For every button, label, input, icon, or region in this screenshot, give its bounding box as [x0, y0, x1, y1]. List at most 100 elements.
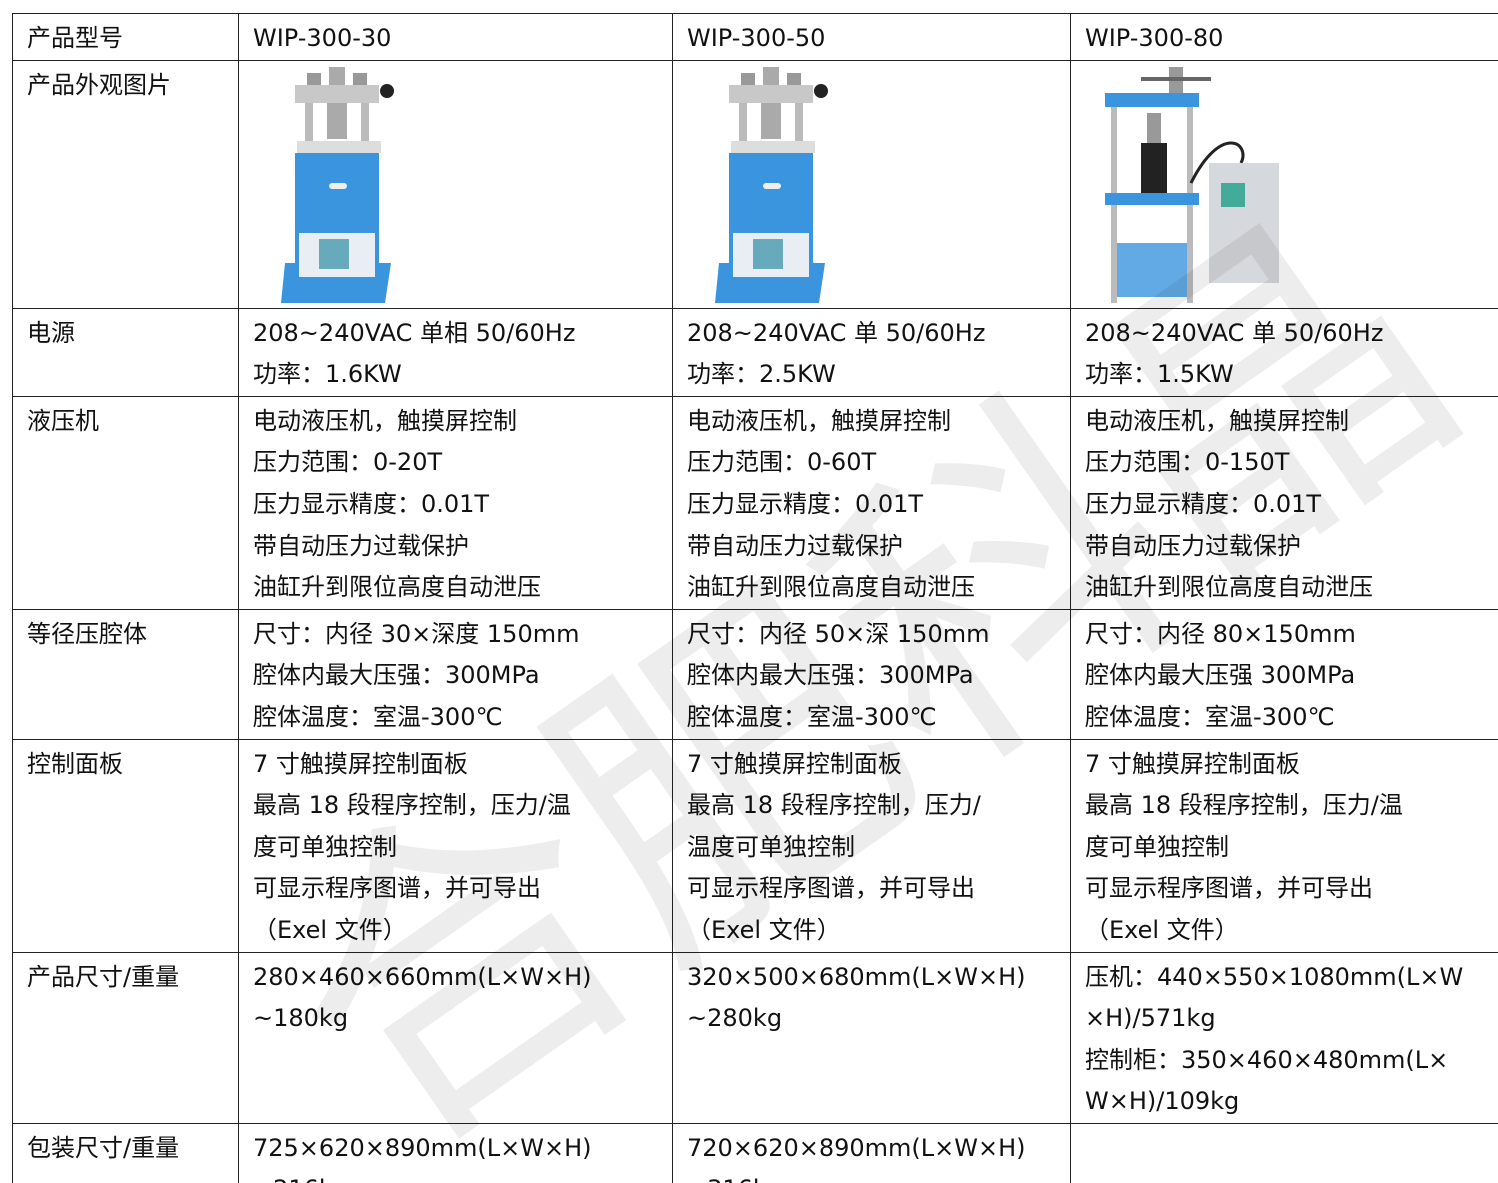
cell-line: 可显示程序图谱，并可导出: [687, 874, 975, 903]
cell-line: 压力范围：0-150T: [1085, 448, 1290, 477]
cell-line: 油缸升到限位高度自动泄压: [253, 573, 541, 602]
cell: 7 寸触摸屏控制面板最高 18 段程序控制，压力/温度可单独控制可显示程序图谱，…: [1070, 738, 1498, 953]
row-header: 等径压腔体: [12, 608, 239, 740]
cell-line: 电动液压机，触摸屏控制: [687, 406, 951, 435]
cell-line: 带自动压力过载保护: [1085, 531, 1301, 560]
product-image: [1105, 66, 1279, 303]
cell-line: 油缸升到限位高度自动泄压: [1085, 573, 1373, 602]
row-header: 包装尺寸/重量: [12, 1122, 239, 1183]
cell-line: ~180kg: [253, 1004, 349, 1033]
cell: 压机：440×550×1080mm(L×W ×H)/571kg 控制柜：350×46…: [1070, 951, 1498, 1124]
cell-line: W×H)/109kg: [1085, 1087, 1240, 1116]
cell-line: 腔体温度：室温-300℃: [253, 702, 503, 731]
cell: WIP-300-80: [1070, 13, 1498, 61]
cell: 尺寸：内径 50×深 150mm 腔体内最大压强：300MPa 腔体温度：室温-30…: [672, 608, 1071, 740]
cell-line: 腔体温度：室温-300℃: [1085, 702, 1335, 731]
cell-line: （Exel 文件）: [253, 915, 407, 944]
cell-line: 腔体内最大压强：300MPa: [687, 661, 974, 690]
cell-line: WIP-300-80: [1085, 24, 1224, 52]
cell: 320×500×680mm(L×W×H) ~280kg: [672, 951, 1071, 1124]
row-header: 产品尺寸/重量: [12, 951, 239, 1124]
cell-line: 208~240VAC 单 50/60Hz: [1085, 318, 1384, 347]
cell-line: ~280kg: [687, 1004, 783, 1033]
cell-line: 208~240VAC 单相 50/60Hz: [253, 318, 576, 347]
row-header: 产品型号: [12, 13, 239, 61]
cell-line: 7 寸触摸屏控制面板: [687, 749, 902, 778]
product-image: [281, 66, 394, 303]
row-header: 产品外观图片: [12, 59, 239, 309]
cell-line: 压力显示精度：0.01T: [1085, 489, 1322, 518]
cell-line: 腔体温度：室温-300℃: [687, 702, 937, 731]
cell-line: 280×460×660mm(L×W×H): [253, 962, 592, 991]
table-row: 产品外观图片: [12, 59, 1498, 309]
cell-line: ~216kg: [253, 1169, 658, 1183]
cell-line: WIP-300-50: [687, 24, 826, 52]
cell-line: 720×620×890mm(L×W×H): [687, 1133, 1026, 1162]
spec-table: 产品型号 WIP-300-30 WIP-300-50 WIP-300-80 产品外观图片…: [12, 13, 1498, 1183]
cell: [238, 59, 673, 309]
cell-line: 尺寸：内径 80×150mm: [1085, 619, 1356, 648]
cell-line: 7 寸触摸屏控制面板: [1085, 749, 1300, 778]
cell: 725×620×890mm(L×W×H) ~216kg: [238, 1122, 673, 1183]
cell-line: 腔体内最大压强：300MPa: [253, 661, 540, 690]
cell-line: 压力显示精度：0.01T: [253, 489, 490, 518]
cell-line: ~316kg: [687, 1169, 1056, 1183]
cell-line: 带自动压力过载保护: [253, 531, 469, 560]
table-row: 产品型号 WIP-300-30 WIP-300-50 WIP-300-80: [12, 13, 1498, 61]
cell: 720×620×890mm(L×W×H) ~316kg: [672, 1122, 1071, 1183]
table-row: 包装尺寸/重量 725×620×890mm(L×W×H) ~216kg 720×620…: [12, 1122, 1498, 1183]
cell: 208~240VAC 单相 50/60Hz 功率：1.6KW: [238, 307, 673, 397]
cell-line: WIP-300-30: [253, 24, 392, 52]
cell: 208~240VAC 单 50/60Hz 功率：2.5KW: [672, 307, 1071, 397]
cell-line: 可显示程序图谱，并可导出: [253, 874, 541, 903]
cell-line: 尺寸：内径 30×深度 150mm: [253, 619, 580, 648]
cell: 280×460×660mm(L×W×H) ~180kg: [238, 951, 673, 1124]
cell-line: 功率：2.5KW: [687, 360, 836, 389]
cell-line: 可显示程序图谱，并可导出: [1085, 874, 1373, 903]
cell-line: 最高 18 段程序控制，压力/: [687, 791, 981, 820]
cell-line: 控制柜：350×460×480mm(L×: [1085, 1045, 1449, 1074]
cell: 尺寸：内径 80×150mm 腔体内最大压强 300MPa 腔体温度：室温-300℃: [1070, 608, 1498, 740]
cell: 7 寸触摸屏控制面板最高 18 段程序控制，压力/温度可单独控制可显示程序图谱，…: [238, 738, 673, 953]
product-image: [715, 66, 828, 303]
table-row: 等径压腔体 尺寸：内径 30×深度 150mm 腔体内最大压强：300MPa 腔体温度…: [12, 608, 1498, 740]
cell-line: （Exel 文件）: [687, 915, 841, 944]
table-row: 液压机 电动液压机，触摸屏控制 压力范围：0-20T 压力显示精度：0.01T 带自动压…: [12, 395, 1498, 610]
cell-line: 7 寸触摸屏控制面板: [253, 749, 468, 778]
cell: 电动液压机，触摸屏控制 压力范围：0-60T 压力显示精度：0.01T 带自动压力过载…: [672, 395, 1071, 610]
cell-line: 208~240VAC 单 50/60Hz: [687, 318, 986, 347]
cell-line: 功率：1.5KW: [1085, 360, 1234, 389]
cell-line: 压机：440×550×1080mm(L×W: [1085, 962, 1464, 991]
cell-line: 电动液压机，触摸屏控制: [1085, 406, 1349, 435]
cell-line: 度可单独控制: [253, 832, 397, 861]
cell: 208~240VAC 单 50/60Hz 功率：1.5KW: [1070, 307, 1498, 397]
cell-line: （Exel 文件）: [1085, 915, 1239, 944]
cell: [1070, 1122, 1498, 1183]
cell-line: 压力范围：0-20T: [253, 448, 443, 477]
row-header: 电源: [12, 307, 239, 397]
cell-line: 腔体内最大压强 300MPa: [1085, 661, 1356, 690]
cell-line: ×H)/571kg: [1085, 1004, 1216, 1033]
cell-line: 压力范围：0-60T: [687, 448, 877, 477]
cell: 尺寸：内径 30×深度 150mm 腔体内最大压强：300MPa 腔体温度：室温-3…: [238, 608, 673, 740]
table-row: 控制面板 7 寸触摸屏控制面板 最高 18 段程序控制，压力/温 度可单独控制 可显示程…: [12, 738, 1498, 953]
cell: [1070, 59, 1498, 309]
cell-line: 油缸升到限位高度自动泄压: [687, 573, 975, 602]
cell-line: 电动液压机，触摸屏控制: [253, 406, 517, 435]
row-header: 控制面板: [12, 738, 239, 953]
cell-line: 725×620×890mm(L×W×H): [253, 1133, 592, 1162]
cell-line: 最高 18 段程序控制，压力/温: [253, 791, 571, 820]
cell-line: 功率：1.6KW: [253, 360, 402, 389]
cell: 7 寸触摸屏控制面板最高 18 段程序控制，压力/温度可单独控制可显示程序图谱，…: [672, 738, 1071, 953]
table-row: 产品尺寸/重量 280×460×660mm(L×W×H) ~180kg 320×500…: [12, 951, 1498, 1124]
cell: 电动液压机，触摸屏控制 压力范围：0-150T 压力显示精度：0.01T 带自动压力过…: [1070, 395, 1498, 610]
cell-line: 最高 18 段程序控制，压力/温: [1085, 791, 1403, 820]
cell-line: 尺寸：内径 50×深 150mm: [687, 619, 990, 648]
cell: WIP-300-50: [672, 13, 1071, 61]
cell: WIP-300-30: [238, 13, 673, 61]
cell-line: 温度可单独控制: [687, 832, 855, 861]
row-header: 液压机: [12, 395, 239, 610]
cell: [672, 59, 1071, 309]
cell-line: 320×500×680mm(L×W×H): [687, 962, 1026, 991]
